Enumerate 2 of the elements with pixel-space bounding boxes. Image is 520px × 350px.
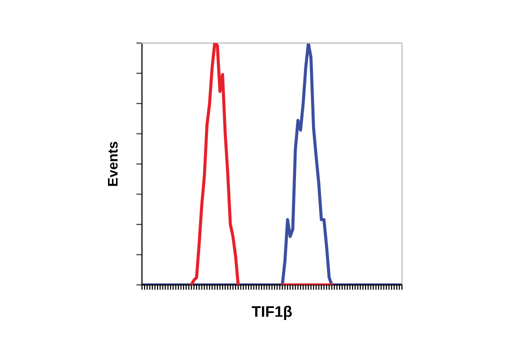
y-axis-title: Events — [108, 142, 118, 186]
x-axis-title: TIF1β — [252, 306, 292, 320]
